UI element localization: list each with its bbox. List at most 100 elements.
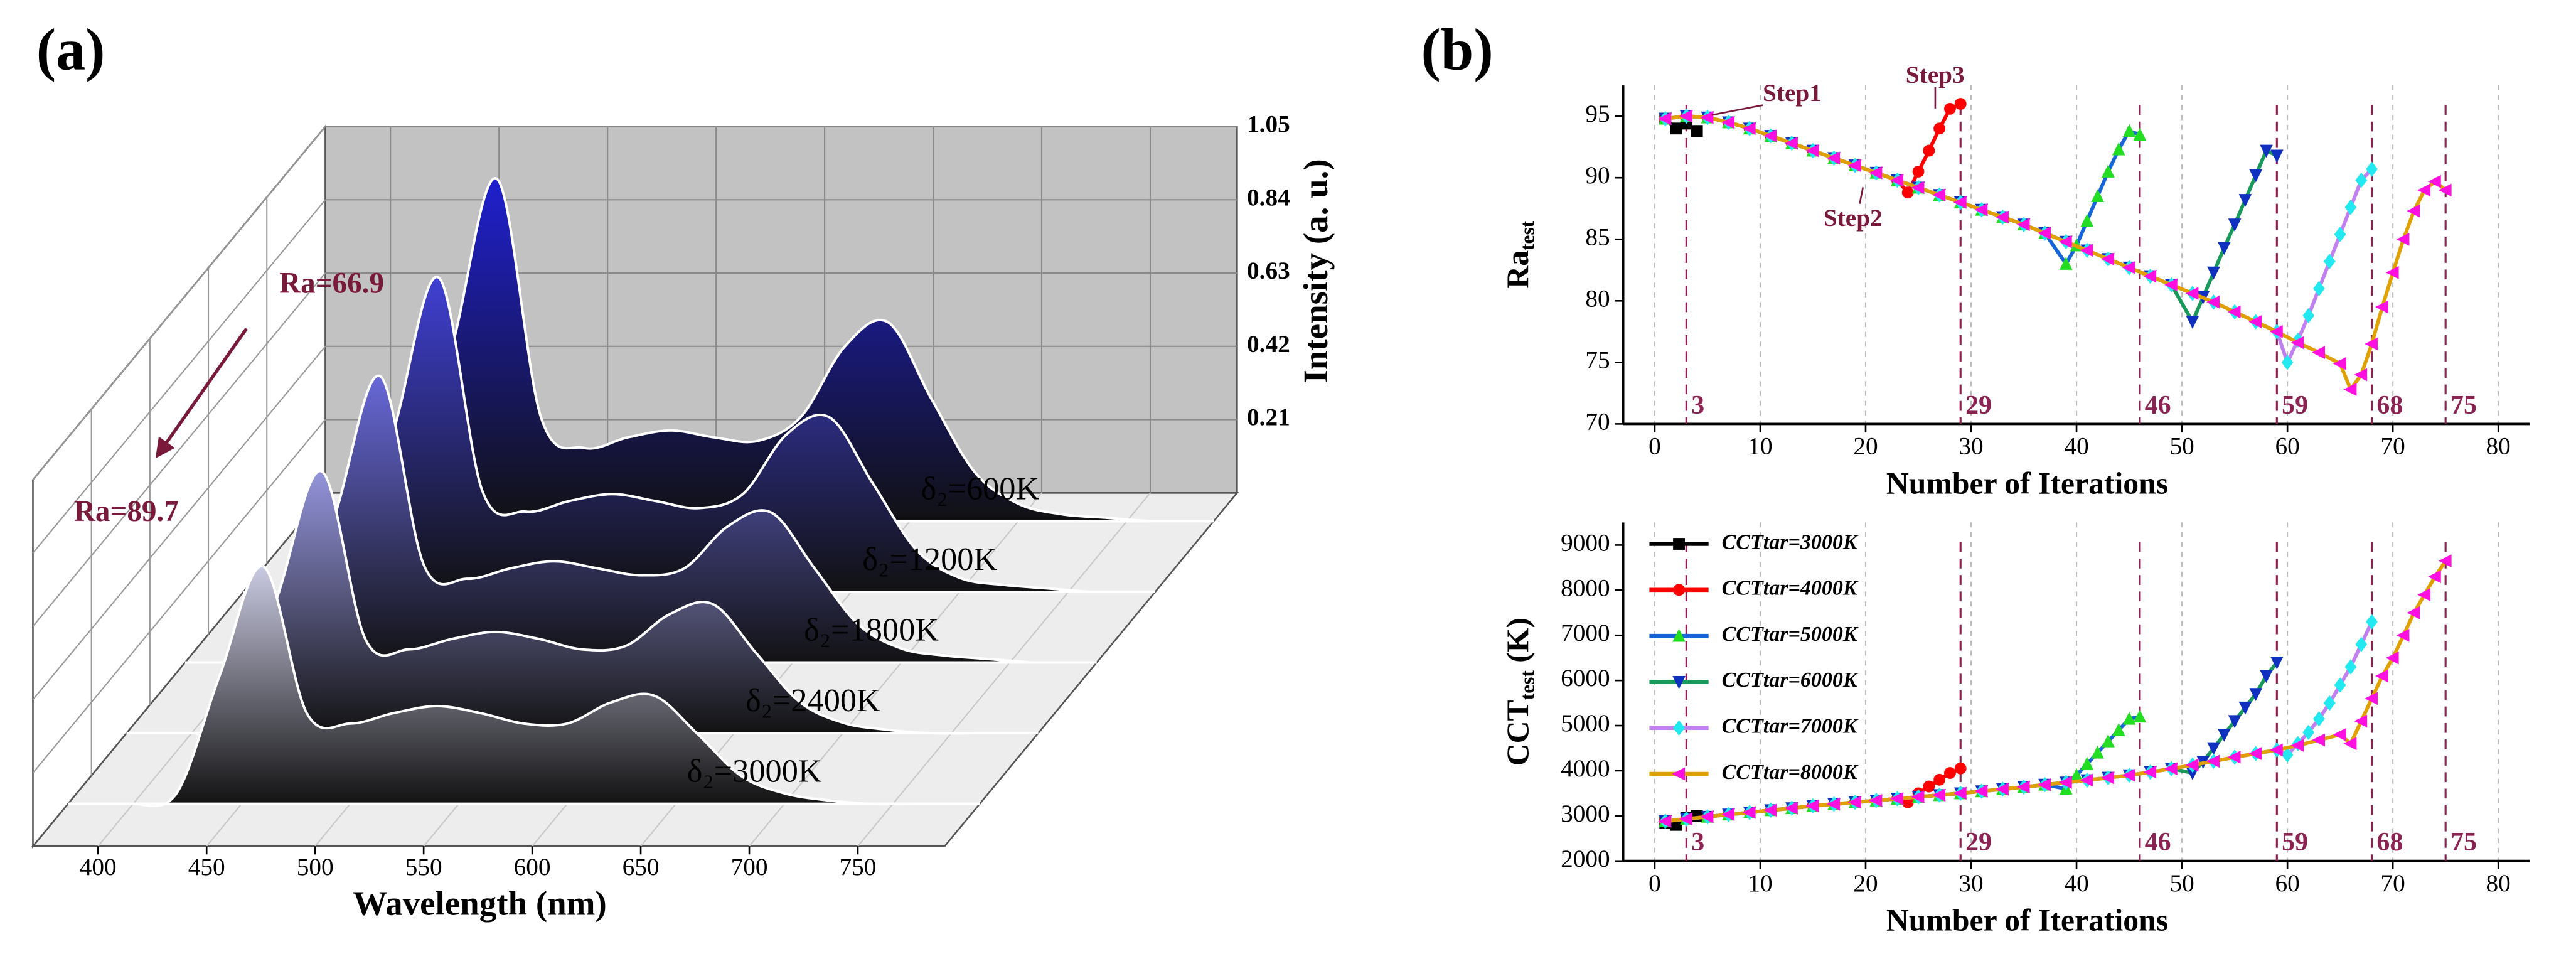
panel-label: (b) [1421,18,1494,83]
marker [2217,728,2231,742]
marker [2228,218,2242,232]
y-tick-label: 0.42 [1247,331,1290,358]
marker [2385,651,2399,665]
marker [2270,149,2284,163]
marker [2281,747,2294,763]
y-axis-label-text: CCT [1501,700,1536,766]
spectrum [132,565,915,808]
marker [2428,570,2441,584]
marker [1890,173,1903,187]
marker [1996,783,2009,796]
marker [2365,692,2378,705]
marker [2312,346,2325,360]
marker [2112,722,2125,736]
marker [2122,768,2135,782]
marker [2385,265,2399,279]
reference-label: 29 [1965,391,1992,420]
wall-grid [32,346,326,700]
marker [2396,628,2410,642]
x-tick-label: 650 [623,854,660,881]
marker [1933,773,1946,786]
marker [2354,714,2368,728]
marker [1691,125,1703,137]
marker [2102,164,2115,178]
marker [2038,227,2051,240]
marker [2091,745,2105,759]
marker [1932,788,1946,802]
marker [2249,169,2263,183]
marker [2101,771,2114,785]
marker [1700,810,1714,823]
x-tick-label: 50 [2169,870,2194,897]
y-tick-label: 7000 [1561,619,1610,646]
marker [2143,765,2157,779]
legend-marker [1673,720,1685,736]
marker [2102,734,2115,748]
marker [2080,213,2094,227]
y-tick-label: 0.21 [1247,404,1290,431]
y-tick-label: 9000 [1561,529,1610,556]
reference-label: 59 [2282,828,2308,857]
annotation: Ra=89.7 [74,495,179,528]
marker [2260,670,2273,684]
spectrum [250,374,1032,668]
reference-label: 3 [1691,391,1704,420]
marker [1923,144,1935,157]
x-tick-label: 80 [2486,870,2511,897]
marker [2334,227,2346,242]
marker [1679,812,1692,826]
marker [1670,122,1682,135]
marker [2313,711,2325,727]
annotation: Step3 [1906,62,1965,88]
marker [2228,715,2242,729]
marker [2323,254,2336,269]
reference-label: 75 [2450,828,2477,857]
reference-label: 29 [1965,828,1992,857]
reference-label: 68 [2376,828,2403,857]
marker [2207,742,2220,756]
marker [1679,109,1692,123]
arrow [155,328,248,459]
annotation-leader [1711,104,1763,116]
marker [1805,144,1819,158]
marker [1763,129,1777,142]
y-tick-label: 3000 [1561,800,1610,827]
marker [1954,98,1967,110]
reference-label: 75 [2450,391,2477,420]
marker [2365,337,2378,351]
legend-marker [1672,767,1685,781]
reference-label: 46 [2145,391,2171,420]
series-line [1665,114,2447,394]
legend-marker [1673,584,1685,596]
y-axis-label-subscript: test [1517,220,1539,250]
x-axis-label: Number of Iterations [1886,903,2168,938]
marker [2438,183,2452,197]
x-tick-label: 60 [2275,433,2299,460]
marker [2428,174,2441,188]
marker [1785,802,1798,815]
marker [2206,754,2220,768]
annotation: Ra=66.9 [279,267,384,299]
marker [2248,315,2262,329]
marker [2186,767,2199,780]
y-tick-label: 80 [1585,285,1610,312]
marker [2333,728,2346,741]
legend-label: CCTtar=3000K [1722,530,1859,554]
marker [1890,792,1903,805]
annotation: Step2 [1824,205,1883,232]
marker [2133,127,2147,141]
x-tick-label: 70 [2381,870,2405,897]
marker [2070,768,2083,781]
marker [2417,588,2430,601]
x-tick-label: 550 [405,854,442,881]
marker [2344,659,2357,675]
y-axis-label: Intensity (a. u.) [1296,159,1335,383]
legend-marker [1672,675,1686,689]
x-tick-label: 0 [1649,870,1661,897]
x-tick-label: 50 [2169,433,2194,460]
marker [1869,794,1883,807]
marker [2312,733,2325,747]
x-tick-label: 30 [1959,870,1983,897]
marker [1785,136,1798,150]
